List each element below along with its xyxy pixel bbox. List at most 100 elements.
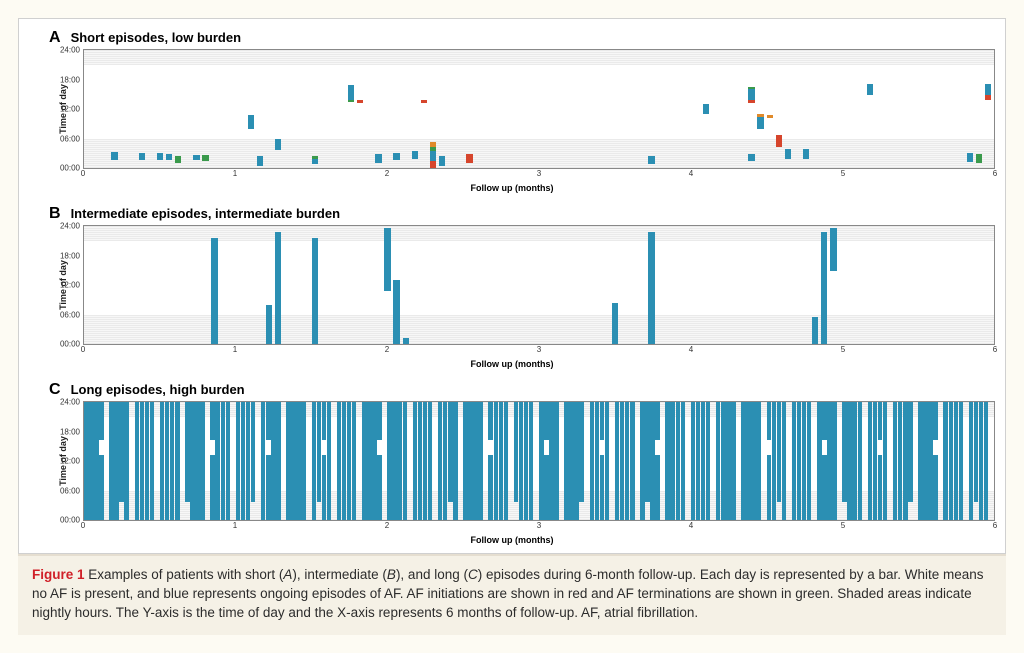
cap-c: C <box>468 567 478 582</box>
episode-bar <box>439 156 445 165</box>
panel-A: AShort episodes, low burdenTime of day00… <box>25 25 999 199</box>
x-tick: 5 <box>841 345 845 354</box>
x-tick: 2 <box>385 521 389 530</box>
episode-bar <box>984 402 989 520</box>
night-shade-bottom <box>84 139 994 169</box>
episode-bar <box>630 402 635 520</box>
episode-bar <box>832 402 837 520</box>
panel-letter: B <box>49 205 61 222</box>
episode-bar <box>600 402 605 440</box>
episode-bar <box>976 154 982 163</box>
episode-bar <box>190 402 195 520</box>
x-tick: 5 <box>841 521 845 530</box>
episode-bar <box>514 402 519 502</box>
episode-bar <box>504 402 509 520</box>
night-shade-top <box>84 226 994 241</box>
episode-bar <box>519 402 524 520</box>
episode-bar <box>757 114 763 118</box>
episode-bar <box>412 151 418 158</box>
x-ticks: 0123456 <box>83 169 995 181</box>
chart-area: Time of day00:0006:0012:0018:0024:00 <box>83 225 995 345</box>
episode-bar <box>166 154 172 160</box>
episode-bar <box>375 154 381 163</box>
episode-bar <box>670 402 675 520</box>
episode-bar <box>312 402 317 520</box>
episode-bar <box>822 402 827 440</box>
episode-bar <box>296 402 301 520</box>
episode-bar <box>655 402 660 440</box>
episode-bar <box>430 161 436 168</box>
episode-bar <box>266 305 272 344</box>
panel-letter: A <box>49 29 61 46</box>
episode-bar <box>494 402 499 520</box>
x-tick: 0 <box>81 521 85 530</box>
episode-bar <box>89 402 94 520</box>
episode-bar <box>139 153 145 160</box>
chart-plot <box>84 50 994 168</box>
episode-bar <box>893 402 898 520</box>
episode-bar <box>878 402 883 440</box>
episode-bar <box>251 402 256 502</box>
episode-bar <box>266 455 271 520</box>
episode-bar <box>842 402 847 502</box>
episode-bar <box>488 455 493 520</box>
episode-bar <box>466 154 472 163</box>
episode-bar <box>193 155 199 160</box>
episode-bar <box>430 147 436 152</box>
x-tick: 1 <box>233 345 237 354</box>
panel-header: C Long episodes, high burden <box>25 377 999 401</box>
y-tick: 12:00 <box>60 281 84 290</box>
episode-bar <box>430 142 436 147</box>
episode-bar <box>397 402 402 520</box>
episode-bar <box>111 152 117 160</box>
episode-bar <box>453 402 458 520</box>
episode-bar <box>748 89 754 100</box>
chart-plot <box>84 402 994 520</box>
episode-bar <box>135 402 140 520</box>
x-tick: 5 <box>841 169 845 178</box>
episode-bar <box>665 402 670 520</box>
episode-bar <box>352 402 357 520</box>
x-tick: 3 <box>537 345 541 354</box>
episode-bar <box>362 402 367 520</box>
figure-container: AShort episodes, low burdenTime of day00… <box>18 18 1006 554</box>
panel-C: CLong episodes, high burdenTime of day00… <box>25 377 999 551</box>
episode-bar <box>878 455 883 520</box>
episode-bar <box>954 402 959 520</box>
episode-bar <box>681 402 686 520</box>
x-tick: 6 <box>993 345 997 354</box>
episode-bar <box>348 100 354 102</box>
episode-bar <box>377 455 382 520</box>
episode-bar <box>170 402 175 520</box>
x-tick: 1 <box>233 521 237 530</box>
episode-bar <box>160 402 165 520</box>
y-tick: 18:00 <box>60 75 84 84</box>
episode-bar <box>868 402 873 520</box>
episode-bar <box>918 402 923 520</box>
episode-bar <box>797 402 802 520</box>
episode-bar <box>812 317 818 344</box>
episode-bar <box>418 402 423 520</box>
episode-bar <box>221 402 226 520</box>
episode-bar <box>792 402 797 520</box>
x-axis-label: Follow up (months) <box>25 533 999 551</box>
x-tick: 3 <box>537 521 541 530</box>
episode-bar <box>367 402 372 520</box>
episode-bar <box>564 402 569 520</box>
episode-bar <box>985 84 991 95</box>
episode-bar <box>248 115 254 129</box>
panel-letter: C <box>49 381 61 398</box>
episode-bar <box>726 402 731 520</box>
episode-bar <box>403 338 409 344</box>
episode-bar <box>286 402 291 520</box>
episode-bar <box>756 402 761 520</box>
episode-bar <box>145 402 150 520</box>
panel-title: Long episodes, high burden <box>71 382 245 397</box>
episode-bar <box>569 402 574 520</box>
episode-bar <box>785 149 791 158</box>
episode-bar <box>741 402 746 520</box>
episode-bar <box>271 402 276 520</box>
episode-bar <box>777 402 782 502</box>
episode-bar <box>716 402 721 520</box>
x-tick: 6 <box>993 521 997 530</box>
